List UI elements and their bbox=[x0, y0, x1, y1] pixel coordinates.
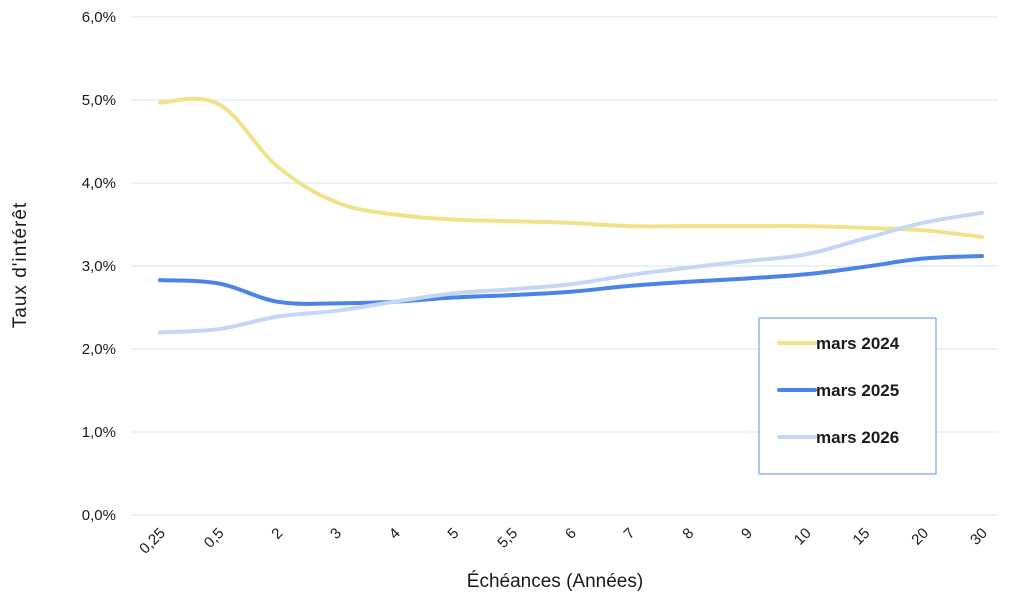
x-tick-label: 10 bbox=[791, 525, 815, 549]
x-tick-label: 0,25 bbox=[136, 525, 169, 558]
y-tick-label: 6,0% bbox=[82, 9, 116, 26]
x-tick-label: 15 bbox=[850, 525, 874, 549]
legend-label: mars 2024 bbox=[816, 334, 900, 353]
x-tick-label: 5 bbox=[444, 525, 462, 543]
legend: mars 2024 mars 2025 mars 2026 bbox=[758, 317, 937, 475]
x-tick-label: 4 bbox=[386, 525, 404, 543]
x-tick-label: 9 bbox=[738, 525, 756, 543]
legend-label: mars 2025 bbox=[816, 381, 899, 400]
series-lines bbox=[158, 96, 984, 335]
y-tick-label: 1,0% bbox=[82, 424, 116, 441]
y-tick-label: 5,0% bbox=[82, 92, 116, 109]
y-tick-label: 4,0% bbox=[82, 175, 116, 192]
x-tick-label: 8 bbox=[679, 525, 697, 543]
x-axis-title: Échéances (Années) bbox=[467, 571, 643, 592]
x-axis-ticks: 0,25 0,5 2 3 4 5 5,5 6 7 8 9 10 15 20 30 bbox=[136, 525, 991, 558]
y-tick-label: 0,0% bbox=[82, 507, 116, 524]
y-axis-ticks: 0,0% 1,0% 2,0% 3,0% 4,0% 5,0% 6,0% bbox=[82, 9, 116, 524]
y-tick-label: 2,0% bbox=[82, 341, 116, 358]
x-tick-label: 30 bbox=[967, 525, 991, 549]
series-line-mars-2025 bbox=[158, 254, 984, 306]
x-tick-label: 7 bbox=[621, 525, 639, 543]
x-tick-label: 3 bbox=[327, 525, 345, 543]
x-tick-label: 5,5 bbox=[494, 525, 521, 552]
series-line-mars-2024 bbox=[158, 96, 984, 239]
legend-label: mars 2026 bbox=[816, 428, 899, 447]
gridlines bbox=[131, 16, 998, 516]
x-tick-label: 0,5 bbox=[201, 525, 228, 552]
x-tick-label: 20 bbox=[908, 525, 932, 549]
x-tick-label: 6 bbox=[562, 525, 580, 543]
y-tick-label: 3,0% bbox=[82, 258, 116, 275]
x-tick-label: 2 bbox=[268, 525, 286, 543]
y-axis-title: Taux d'intérêt bbox=[10, 202, 31, 328]
series-line-mars-2026 bbox=[158, 210, 984, 335]
